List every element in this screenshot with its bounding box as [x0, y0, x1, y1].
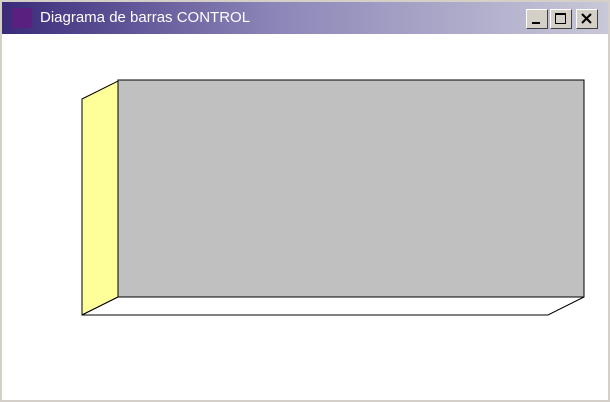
window-title: Diagrama de barras CONTROL: [40, 9, 251, 26]
close-button[interactable]: 0510152025303540NULOBAJONORMALALTO: [576, 9, 598, 29]
maximize-button[interactable]: [550, 9, 572, 29]
title-bar: Diagrama de barras CONTROL 0510152025303…: [2, 2, 608, 34]
app-icon: [12, 8, 32, 28]
left-wall: [81, 80, 119, 316]
back-wall: [117, 79, 585, 298]
minimize-button[interactable]: [526, 9, 548, 29]
floor: [81, 296, 585, 316]
